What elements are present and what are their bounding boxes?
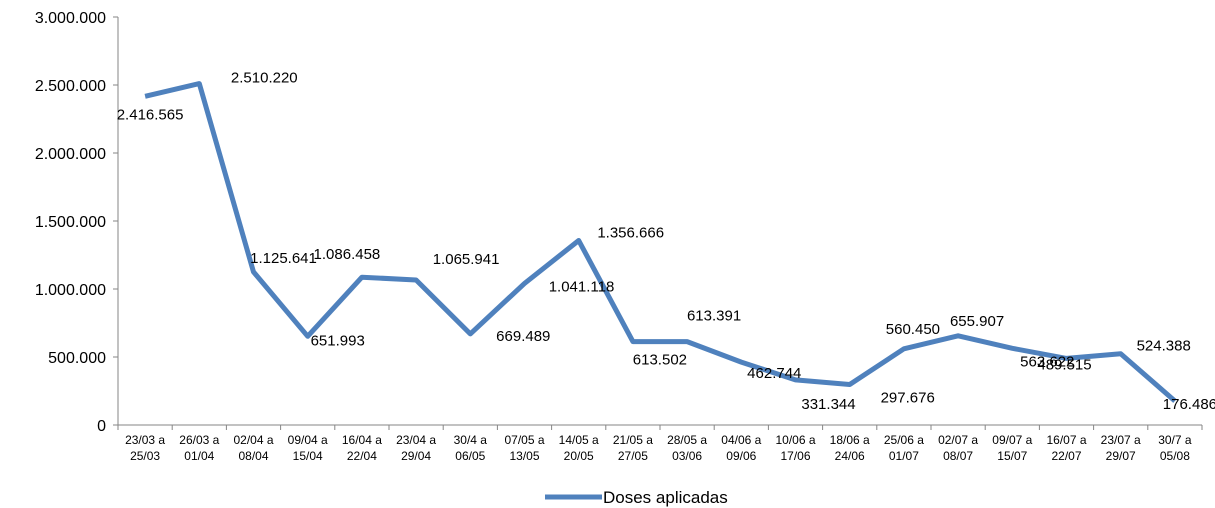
data-label: 655.907 — [950, 313, 1004, 330]
y-tick-label: 2.500.000 — [35, 78, 106, 95]
x-tick-label: 02/04 a 08/04 — [233, 433, 273, 463]
data-label: 651.993 — [311, 332, 365, 349]
data-label: 489.515 — [1037, 356, 1091, 373]
data-label: 2.510.220 — [231, 70, 298, 87]
x-tick-label: 23/07 a 29/07 — [1101, 433, 1141, 463]
x-tick-label: 26/03 a 01/04 — [179, 433, 219, 463]
x-tick-label: 18/06 a 24/06 — [830, 433, 870, 463]
x-tick-label: 16/07 a 22/07 — [1046, 433, 1086, 463]
data-label: 462.744 — [747, 365, 801, 382]
data-label: 1.356.666 — [597, 225, 664, 242]
x-tick-label: 23/03 a 25/03 — [125, 433, 165, 463]
y-tick-label: 500.000 — [48, 350, 106, 367]
data-label: 1.086.458 — [314, 246, 381, 263]
data-label: 524.388 — [1137, 338, 1191, 355]
x-tick-label: 30/4 a 06/05 — [454, 433, 488, 463]
data-label: 1.065.941 — [433, 251, 500, 268]
data-label: 331.344 — [801, 396, 855, 413]
legend-label: Doses aplicadas — [603, 488, 728, 507]
data-label: 176.486 — [1163, 396, 1215, 413]
x-tick-label: 23/04 a 29/04 — [396, 433, 436, 463]
series-line-doses-aplicadas — [144, 81, 1177, 403]
x-tick-label: 30/7 a 05/08 — [1158, 433, 1192, 463]
data-label: 297.676 — [881, 390, 935, 407]
x-tick-label: 14/05 a 20/05 — [559, 433, 599, 463]
x-tick-label: 09/07 a 15/07 — [992, 433, 1032, 463]
data-label: 1.125.641 — [250, 250, 317, 267]
x-axis-ticks: 23/03 a 25/03 26/03 a 01/04 02/04 a 08/04 09/0… — [117, 425, 1203, 463]
data-label: 613.502 — [633, 352, 687, 369]
y-tick-label: 1.000.000 — [35, 282, 106, 299]
y-tick-label: 3.000.000 — [35, 10, 106, 27]
x-tick-label: 10/06 a 17/06 — [775, 433, 815, 463]
x-tick-label: 04/06 a 09/06 — [721, 433, 761, 463]
data-label: 1.041.118 — [549, 278, 615, 295]
data-label: 563.622 — [1020, 353, 1074, 370]
data-label: 669.489 — [496, 328, 550, 345]
y-tick-label: 1.500.000 — [35, 214, 106, 231]
data-label: 2.416.565 — [117, 106, 184, 123]
x-tick-label: 16/04 a 22/04 — [342, 433, 382, 463]
data-label: 560.450 — [886, 321, 940, 338]
x-tick-label: 28/05 a 03/06 — [667, 433, 707, 463]
y-tick-label: 2.000.000 — [35, 146, 106, 163]
y-tick-label: 0 — [97, 418, 106, 435]
data-labels: 2.416.565 2.510.220 1.125.641 651.993 1.086.… — [117, 70, 1215, 413]
x-tick-label: 09/04 a 15/04 — [288, 433, 328, 463]
y-axis-ticks: 0 500.000 1.000.000 1.500.000 2.000.000 2.500… — [35, 10, 118, 435]
data-label: 613.391 — [687, 308, 741, 325]
x-tick-label: 07/05 a 13/05 — [504, 433, 544, 463]
x-tick-label: 25/06 a 01/07 — [884, 433, 924, 463]
x-tick-label: 02/07 a 08/07 — [938, 433, 978, 463]
legend: Doses aplicadas — [545, 488, 728, 507]
x-tick-label: 21/05 a 27/05 — [613, 433, 653, 463]
